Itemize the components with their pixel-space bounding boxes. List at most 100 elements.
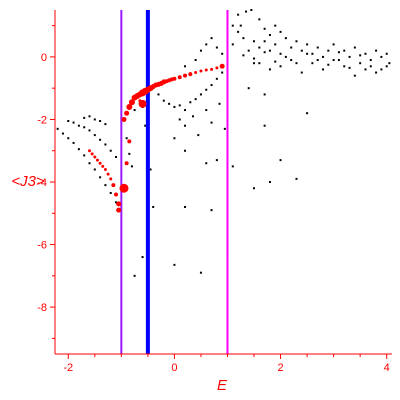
data-point-bg-50 (173, 137, 176, 140)
data-point-highlight-7 (106, 172, 110, 176)
data-point-bg-41 (178, 104, 181, 107)
data-point-highlight-15 (126, 103, 133, 110)
data-point-bg-56 (210, 121, 213, 124)
y-tick-label-0: 0 (41, 52, 47, 64)
data-point-bg-20 (109, 149, 112, 152)
data-point-bg-153 (369, 59, 372, 62)
data-point-bg-140 (385, 65, 388, 68)
data-point-bg-6 (88, 162, 91, 165)
data-point-bg-51 (178, 118, 181, 121)
data-point-bg-122 (364, 52, 367, 55)
data-point-bg-98 (268, 34, 271, 37)
data-point-bg-79 (199, 49, 202, 52)
data-point-highlight-16 (128, 99, 135, 106)
data-point-highlight-14 (124, 110, 130, 116)
data-point-bg-123 (369, 65, 372, 68)
data-point-bg-11 (115, 201, 118, 204)
data-point-bg-69 (263, 124, 266, 127)
data-point-bg-131 (290, 59, 293, 62)
data-point-bg-30 (133, 109, 136, 112)
data-point-bg-49 (221, 71, 224, 74)
data-point-bg-23 (88, 115, 91, 118)
data-point-bg-59 (184, 149, 187, 152)
data-point-bg-130 (279, 65, 282, 68)
data-point-bg-40 (173, 105, 176, 108)
data-point-bg-61 (215, 159, 218, 162)
data-point-bg-14 (77, 124, 80, 127)
data-point-bg-111 (306, 43, 309, 46)
data-point-bg-5 (83, 154, 86, 157)
data-point-bg-8 (99, 176, 102, 179)
data-point-bg-134 (322, 68, 325, 71)
data-point-bg-28 (128, 152, 131, 155)
data-point-highlight-35 (188, 72, 193, 77)
data-point-highlight-41 (219, 63, 225, 69)
data-point-highlight-11 (116, 201, 122, 207)
x-axis-title: E (217, 377, 228, 394)
data-point-bg-80 (205, 43, 208, 46)
data-point-highlight-0 (87, 149, 91, 153)
data-point-bg-42 (184, 109, 187, 112)
data-point-bg-68 (279, 159, 282, 162)
data-point-bg-127 (388, 62, 391, 65)
data-point-highlight-2 (93, 155, 97, 159)
y-axis-title: <J3> (11, 173, 45, 190)
data-point-highlight-42 (127, 139, 132, 144)
data-point-bg-54 (197, 134, 200, 137)
data-point-bg-32 (144, 124, 147, 127)
data-point-bg-26 (104, 123, 107, 126)
data-point-highlight-9 (111, 183, 116, 188)
data-point-bg-62 (231, 165, 234, 168)
data-point-highlight-10 (114, 192, 119, 197)
data-point-bg-97 (263, 27, 266, 30)
data-point-highlight-39 (210, 67, 214, 71)
data-point-bg-7 (93, 168, 96, 171)
data-point-highlight-3 (95, 158, 99, 162)
data-point-bg-52 (184, 124, 187, 127)
data-point-bg-139 (375, 71, 378, 74)
data-point-bg-0 (56, 127, 59, 130)
y-tick-label-3: -6 (37, 240, 47, 252)
data-point-bg-100 (279, 30, 282, 33)
data-point-bg-107 (284, 37, 287, 40)
data-point-bg-81 (210, 37, 213, 40)
data-point-highlight-8 (109, 177, 113, 181)
data-point-bg-19 (104, 143, 107, 146)
data-point-bg-9 (104, 184, 107, 187)
data-point-bg-113 (316, 46, 319, 49)
data-point-bg-102 (258, 46, 261, 49)
data-point-highlight-46 (138, 99, 142, 103)
data-point-bg-67 (295, 177, 298, 180)
data-point-bg-4 (77, 148, 80, 151)
axes: -2 0 2 4 0 -2 -4 -6 -8 (37, 10, 392, 374)
data-point-bg-138 (364, 68, 367, 71)
data-point-bg-145 (284, 55, 287, 58)
data-point-bg-77 (184, 65, 187, 68)
data-point-bg-58 (223, 127, 226, 130)
data-point-bg-82 (215, 46, 218, 49)
data-point-bg-128 (258, 62, 261, 65)
data-point-bg-154 (380, 68, 383, 71)
data-point-highlight-6 (103, 167, 107, 171)
data-point-highlight-1 (90, 152, 94, 156)
data-point-bg-124 (375, 49, 378, 52)
data-point-bg-135 (332, 59, 335, 62)
data-point-highlight-43 (124, 161, 129, 166)
data-point-bg-116 (332, 43, 335, 46)
data-point-bg-143 (263, 51, 266, 54)
x-tick-label-3: 4 (384, 362, 390, 374)
data-point-bg-86 (237, 30, 240, 33)
data-point-bg-136 (343, 65, 346, 68)
data-point-bg-85 (231, 43, 234, 46)
data-point-bg-73 (173, 263, 176, 266)
data-point-bg-63 (184, 206, 187, 209)
data-point-bg-87 (239, 24, 242, 27)
data-point-bg-17 (93, 134, 96, 137)
data-point-bg-71 (263, 93, 266, 96)
data-point-bg-99 (274, 24, 277, 27)
data-point-bg-126 (385, 52, 388, 55)
data-point-bg-146 (295, 62, 298, 65)
data-point-bg-55 (205, 109, 208, 112)
data-point-bg-65 (253, 187, 256, 190)
data-point-bg-93 (237, 13, 240, 16)
